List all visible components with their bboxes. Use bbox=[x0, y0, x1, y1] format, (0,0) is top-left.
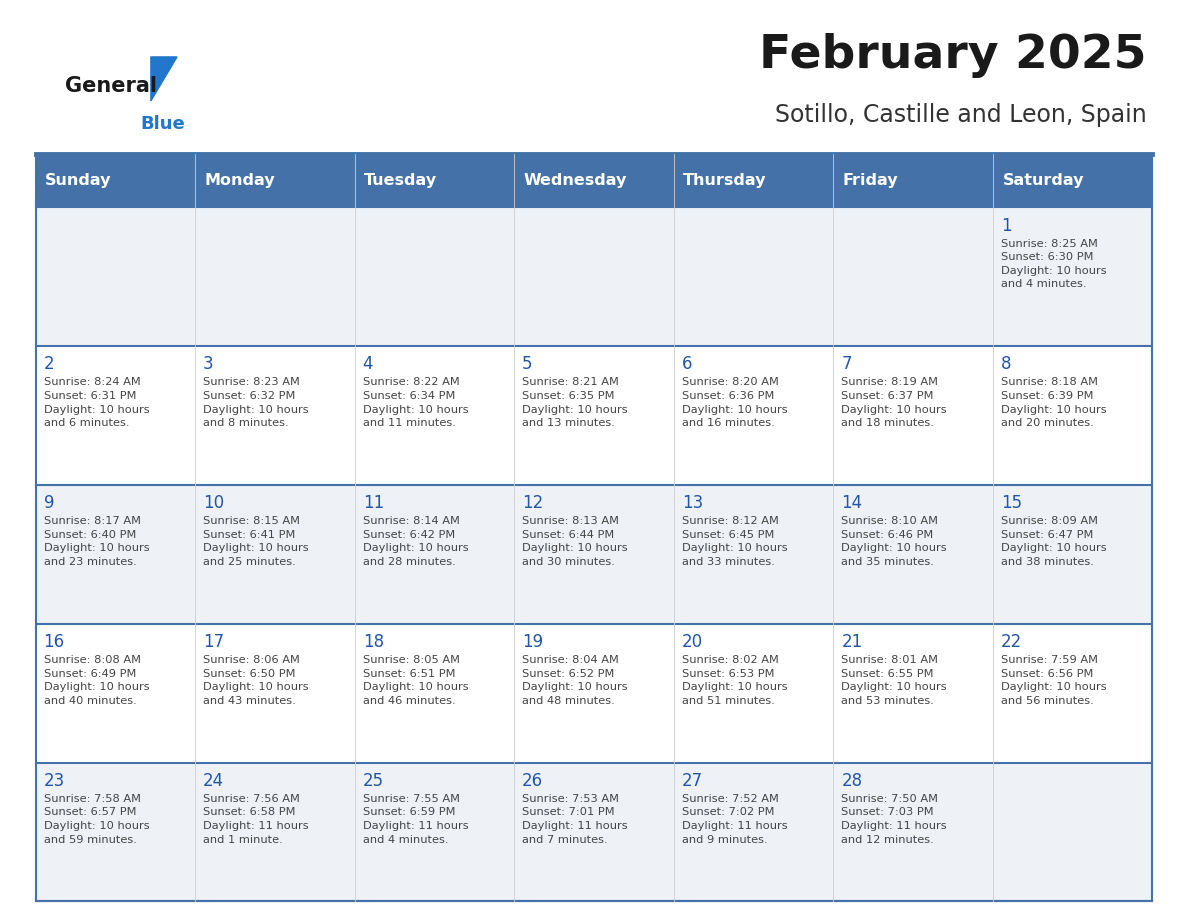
Text: Sunrise: 7:59 AM
Sunset: 6:56 PM
Daylight: 10 hours
and 56 minutes.: Sunrise: 7:59 AM Sunset: 6:56 PM Dayligh… bbox=[1000, 655, 1106, 706]
Text: 28: 28 bbox=[841, 772, 862, 789]
Text: Sunrise: 8:17 AM
Sunset: 6:40 PM
Daylight: 10 hours
and 23 minutes.: Sunrise: 8:17 AM Sunset: 6:40 PM Dayligh… bbox=[44, 516, 150, 567]
Text: Sotillo, Castille and Leon, Spain: Sotillo, Castille and Leon, Spain bbox=[775, 103, 1146, 127]
Bar bbox=[36, 763, 1152, 901]
Bar bbox=[36, 485, 1152, 624]
Text: 12: 12 bbox=[523, 494, 543, 512]
Text: Thursday: Thursday bbox=[683, 174, 766, 188]
Text: 27: 27 bbox=[682, 772, 703, 789]
Text: Sunrise: 7:52 AM
Sunset: 7:02 PM
Daylight: 11 hours
and 9 minutes.: Sunrise: 7:52 AM Sunset: 7:02 PM Dayligh… bbox=[682, 794, 788, 845]
Text: Sunrise: 7:58 AM
Sunset: 6:57 PM
Daylight: 10 hours
and 59 minutes.: Sunrise: 7:58 AM Sunset: 6:57 PM Dayligh… bbox=[44, 794, 150, 845]
Text: Sunrise: 8:24 AM
Sunset: 6:31 PM
Daylight: 10 hours
and 6 minutes.: Sunrise: 8:24 AM Sunset: 6:31 PM Dayligh… bbox=[44, 377, 150, 429]
Text: 15: 15 bbox=[1000, 494, 1022, 512]
Bar bbox=[36, 207, 1152, 346]
Text: Sunrise: 8:06 AM
Sunset: 6:50 PM
Daylight: 10 hours
and 43 minutes.: Sunrise: 8:06 AM Sunset: 6:50 PM Dayligh… bbox=[203, 655, 309, 706]
Text: Sunrise: 8:21 AM
Sunset: 6:35 PM
Daylight: 10 hours
and 13 minutes.: Sunrise: 8:21 AM Sunset: 6:35 PM Dayligh… bbox=[523, 377, 627, 429]
Text: Sunday: Sunday bbox=[45, 174, 112, 188]
Bar bbox=[36, 624, 1152, 763]
Text: February 2025: February 2025 bbox=[759, 33, 1146, 78]
Text: Sunrise: 8:04 AM
Sunset: 6:52 PM
Daylight: 10 hours
and 48 minutes.: Sunrise: 8:04 AM Sunset: 6:52 PM Dayligh… bbox=[523, 655, 627, 706]
Text: Sunrise: 7:53 AM
Sunset: 7:01 PM
Daylight: 11 hours
and 7 minutes.: Sunrise: 7:53 AM Sunset: 7:01 PM Dayligh… bbox=[523, 794, 627, 845]
Text: Monday: Monday bbox=[204, 174, 276, 188]
Text: Blue: Blue bbox=[140, 115, 185, 133]
Text: 10: 10 bbox=[203, 494, 225, 512]
Text: Tuesday: Tuesday bbox=[365, 174, 437, 188]
Text: 14: 14 bbox=[841, 494, 862, 512]
Text: 4: 4 bbox=[362, 355, 373, 374]
Text: Sunrise: 8:02 AM
Sunset: 6:53 PM
Daylight: 10 hours
and 51 minutes.: Sunrise: 8:02 AM Sunset: 6:53 PM Dayligh… bbox=[682, 655, 788, 706]
Text: General: General bbox=[65, 76, 157, 96]
Text: 19: 19 bbox=[523, 633, 543, 651]
Text: Sunrise: 8:18 AM
Sunset: 6:39 PM
Daylight: 10 hours
and 20 minutes.: Sunrise: 8:18 AM Sunset: 6:39 PM Dayligh… bbox=[1000, 377, 1106, 429]
Text: 24: 24 bbox=[203, 772, 225, 789]
Text: Sunrise: 8:22 AM
Sunset: 6:34 PM
Daylight: 10 hours
and 11 minutes.: Sunrise: 8:22 AM Sunset: 6:34 PM Dayligh… bbox=[362, 377, 468, 429]
Text: Sunrise: 8:25 AM
Sunset: 6:30 PM
Daylight: 10 hours
and 4 minutes.: Sunrise: 8:25 AM Sunset: 6:30 PM Dayligh… bbox=[1000, 239, 1106, 289]
Text: Sunrise: 8:13 AM
Sunset: 6:44 PM
Daylight: 10 hours
and 30 minutes.: Sunrise: 8:13 AM Sunset: 6:44 PM Dayligh… bbox=[523, 516, 627, 567]
Text: Sunrise: 8:08 AM
Sunset: 6:49 PM
Daylight: 10 hours
and 40 minutes.: Sunrise: 8:08 AM Sunset: 6:49 PM Dayligh… bbox=[44, 655, 150, 706]
Text: Friday: Friday bbox=[842, 174, 898, 188]
Text: 20: 20 bbox=[682, 633, 703, 651]
Text: 5: 5 bbox=[523, 355, 532, 374]
Text: 2: 2 bbox=[44, 355, 55, 374]
Text: Sunrise: 8:05 AM
Sunset: 6:51 PM
Daylight: 10 hours
and 46 minutes.: Sunrise: 8:05 AM Sunset: 6:51 PM Dayligh… bbox=[362, 655, 468, 706]
Text: 23: 23 bbox=[44, 772, 65, 789]
Text: Sunrise: 7:50 AM
Sunset: 7:03 PM
Daylight: 11 hours
and 12 minutes.: Sunrise: 7:50 AM Sunset: 7:03 PM Dayligh… bbox=[841, 794, 947, 845]
Text: 13: 13 bbox=[682, 494, 703, 512]
Text: Sunrise: 8:20 AM
Sunset: 6:36 PM
Daylight: 10 hours
and 16 minutes.: Sunrise: 8:20 AM Sunset: 6:36 PM Dayligh… bbox=[682, 377, 788, 429]
Text: Sunrise: 8:09 AM
Sunset: 6:47 PM
Daylight: 10 hours
and 38 minutes.: Sunrise: 8:09 AM Sunset: 6:47 PM Dayligh… bbox=[1000, 516, 1106, 567]
Bar bbox=[36, 154, 1152, 901]
Text: 3: 3 bbox=[203, 355, 214, 374]
Text: Sunrise: 7:55 AM
Sunset: 6:59 PM
Daylight: 11 hours
and 4 minutes.: Sunrise: 7:55 AM Sunset: 6:59 PM Dayligh… bbox=[362, 794, 468, 845]
Text: 9: 9 bbox=[44, 494, 55, 512]
Text: 18: 18 bbox=[362, 633, 384, 651]
Bar bbox=[36, 346, 1152, 485]
Text: Sunrise: 8:12 AM
Sunset: 6:45 PM
Daylight: 10 hours
and 33 minutes.: Sunrise: 8:12 AM Sunset: 6:45 PM Dayligh… bbox=[682, 516, 788, 567]
Text: 26: 26 bbox=[523, 772, 543, 789]
Text: Sunrise: 8:19 AM
Sunset: 6:37 PM
Daylight: 10 hours
and 18 minutes.: Sunrise: 8:19 AM Sunset: 6:37 PM Dayligh… bbox=[841, 377, 947, 429]
Text: Saturday: Saturday bbox=[1003, 174, 1083, 188]
Text: Sunrise: 8:10 AM
Sunset: 6:46 PM
Daylight: 10 hours
and 35 minutes.: Sunrise: 8:10 AM Sunset: 6:46 PM Dayligh… bbox=[841, 516, 947, 567]
Text: 16: 16 bbox=[44, 633, 64, 651]
Text: 7: 7 bbox=[841, 355, 852, 374]
Text: 1: 1 bbox=[1000, 217, 1011, 235]
Text: 17: 17 bbox=[203, 633, 225, 651]
Text: Sunrise: 8:23 AM
Sunset: 6:32 PM
Daylight: 10 hours
and 8 minutes.: Sunrise: 8:23 AM Sunset: 6:32 PM Dayligh… bbox=[203, 377, 309, 429]
Bar bbox=[36, 154, 1152, 207]
Text: Wednesday: Wednesday bbox=[524, 174, 627, 188]
Text: Sunrise: 7:56 AM
Sunset: 6:58 PM
Daylight: 11 hours
and 1 minute.: Sunrise: 7:56 AM Sunset: 6:58 PM Dayligh… bbox=[203, 794, 309, 845]
Polygon shape bbox=[151, 57, 177, 101]
Text: Sunrise: 8:01 AM
Sunset: 6:55 PM
Daylight: 10 hours
and 53 minutes.: Sunrise: 8:01 AM Sunset: 6:55 PM Dayligh… bbox=[841, 655, 947, 706]
Text: 6: 6 bbox=[682, 355, 693, 374]
Text: 8: 8 bbox=[1000, 355, 1011, 374]
Text: Sunrise: 8:14 AM
Sunset: 6:42 PM
Daylight: 10 hours
and 28 minutes.: Sunrise: 8:14 AM Sunset: 6:42 PM Dayligh… bbox=[362, 516, 468, 567]
Text: 25: 25 bbox=[362, 772, 384, 789]
Text: Sunrise: 8:15 AM
Sunset: 6:41 PM
Daylight: 10 hours
and 25 minutes.: Sunrise: 8:15 AM Sunset: 6:41 PM Dayligh… bbox=[203, 516, 309, 567]
Text: 22: 22 bbox=[1000, 633, 1022, 651]
Text: 11: 11 bbox=[362, 494, 384, 512]
Text: 21: 21 bbox=[841, 633, 862, 651]
